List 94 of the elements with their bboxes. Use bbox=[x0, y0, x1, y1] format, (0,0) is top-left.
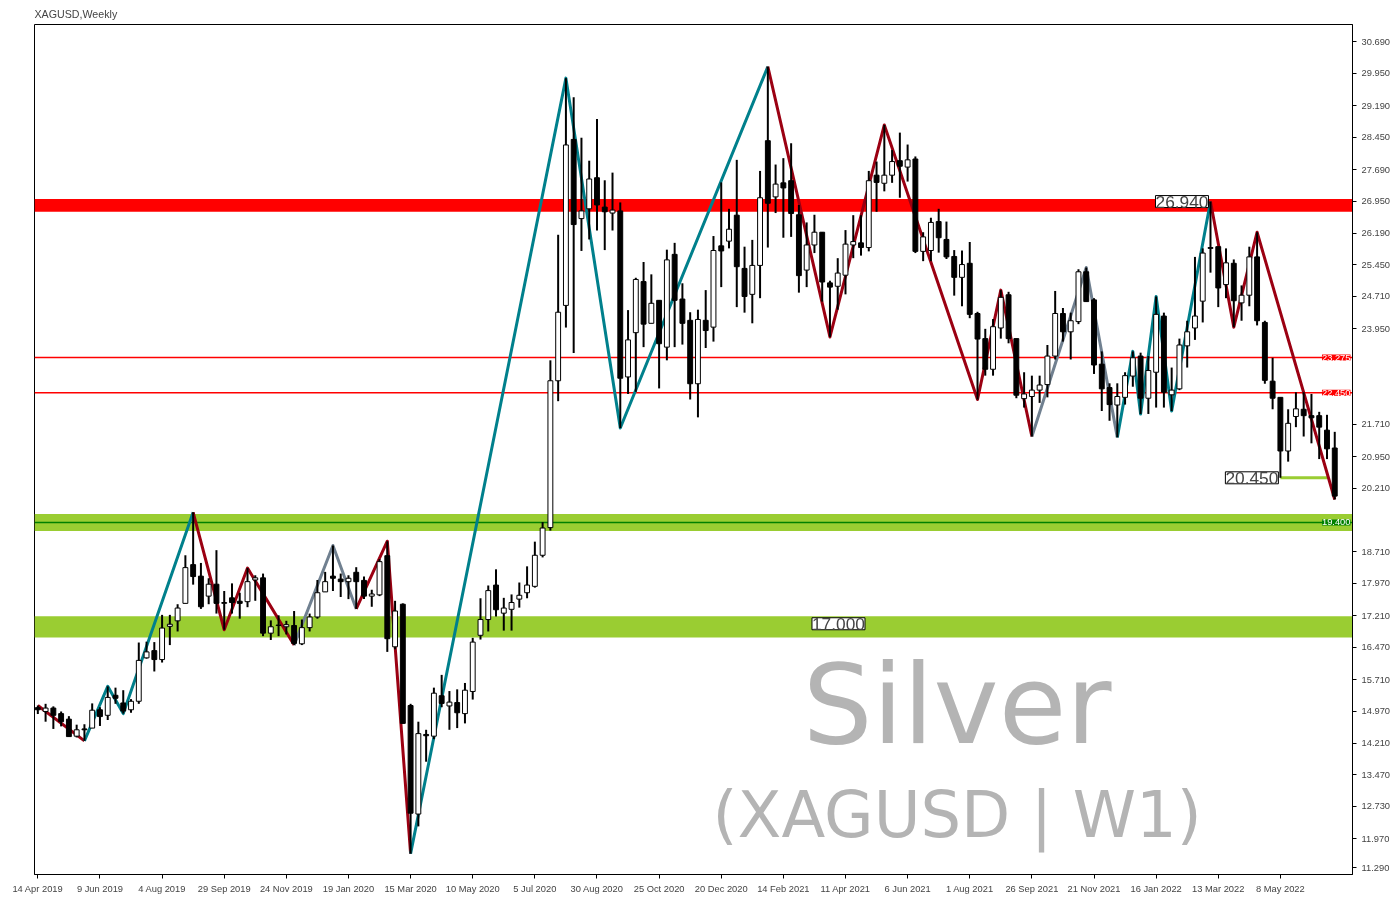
y-tick-label: 20.950 bbox=[1361, 451, 1391, 462]
x-tick-label: 30 Aug 2020 bbox=[570, 883, 623, 894]
y-tick-label: 25.450 bbox=[1361, 259, 1391, 270]
y-tick-label: 16.470 bbox=[1361, 642, 1391, 653]
candlestick bbox=[1129, 350, 1136, 388]
x-tick-label: 8 May 2022 bbox=[1256, 883, 1305, 894]
candlestick bbox=[190, 511, 197, 586]
candlestick bbox=[920, 231, 927, 263]
candlestick bbox=[827, 279, 833, 338]
x-tick-label: 13 Mar 2022 bbox=[1192, 883, 1245, 894]
y-tick-label: 11.290 bbox=[1361, 862, 1390, 873]
candlestick bbox=[298, 618, 305, 647]
y-tick-label: 24.710 bbox=[1361, 291, 1391, 302]
ref-line-label: 23.275 bbox=[1321, 352, 1351, 363]
candlestick bbox=[252, 574, 259, 602]
y-tick-label: 20.210 bbox=[1361, 483, 1391, 494]
x-tick-label: 6 Jun 2021 bbox=[884, 883, 931, 894]
candlestick bbox=[524, 565, 531, 600]
x-tick-label: 19 Jan 2020 bbox=[322, 883, 375, 894]
candlestick bbox=[858, 214, 864, 257]
annotation: 17.000 bbox=[811, 613, 865, 634]
x-tick-label: 21 Nov 2021 bbox=[1067, 883, 1121, 894]
y-tick-label: 17.210 bbox=[1361, 610, 1391, 621]
candlestick bbox=[889, 149, 896, 184]
candlestick bbox=[361, 575, 367, 601]
y-tick-label: 29.190 bbox=[1361, 100, 1391, 111]
x-tick-label: 29 Sep 2019 bbox=[197, 883, 251, 894]
x-tick-label: 9 Jun 2019 bbox=[76, 883, 124, 894]
candlestick bbox=[1122, 371, 1129, 406]
x-tick-label: 14 Feb 2021 bbox=[757, 883, 810, 894]
candlestick bbox=[1292, 391, 1299, 429]
x-tick-label: 11 Apr 2021 bbox=[820, 883, 871, 894]
candlestick bbox=[726, 207, 732, 250]
candlestick bbox=[267, 619, 274, 641]
y-tick-label: 30.690 bbox=[1361, 36, 1391, 47]
ref-line-label: 22.450 bbox=[1321, 387, 1351, 398]
candlestick bbox=[935, 207, 942, 254]
ref-line-label: 19.400 bbox=[1321, 517, 1351, 528]
candlestick bbox=[120, 689, 127, 715]
candlestick bbox=[1021, 371, 1028, 409]
y-tick-label: 14.970 bbox=[1361, 706, 1391, 717]
candlestick bbox=[89, 702, 96, 730]
y-tick-label: 23.950 bbox=[1361, 323, 1391, 334]
candlestick bbox=[959, 249, 965, 308]
y-tick-label: 27.690 bbox=[1361, 164, 1391, 175]
x-tick-label: 16 Jan 2022 bbox=[1130, 883, 1182, 894]
x-tick-label: 10 May 2020 bbox=[445, 883, 500, 894]
x-tick-label: 26 Sep 2021 bbox=[1005, 883, 1059, 894]
y-tick-label: 15.710 bbox=[1361, 674, 1391, 685]
x-tick-label: 4 Aug 2019 bbox=[138, 883, 186, 894]
x-tick-label: 20 Dec 2020 bbox=[694, 883, 748, 894]
y-tick-label: 29.950 bbox=[1361, 68, 1391, 79]
y-tick-label: 28.450 bbox=[1361, 132, 1391, 143]
candlestick bbox=[1168, 366, 1175, 412]
candlestick bbox=[423, 728, 430, 763]
candlestick bbox=[81, 723, 88, 742]
x-tick-label: 1 Aug 2021 bbox=[945, 883, 994, 894]
x-tick-label: 24 Nov 2019 bbox=[259, 883, 313, 894]
candlestick bbox=[896, 131, 903, 199]
candlestick bbox=[1223, 247, 1229, 300]
y-tick-label: 17.970 bbox=[1361, 578, 1391, 589]
y-tick-label: 13.470 bbox=[1361, 769, 1391, 780]
x-tick-label: 5 Jul 2020 bbox=[513, 883, 557, 894]
candlestick bbox=[229, 582, 235, 615]
x-tick-label: 25 Oct 2020 bbox=[633, 883, 685, 894]
y-tick-label: 18.710 bbox=[1361, 546, 1391, 557]
candlestick bbox=[291, 610, 298, 647]
candlestick bbox=[1300, 391, 1307, 438]
candlestick bbox=[1060, 306, 1066, 343]
annotation: 20.450 bbox=[1225, 467, 1279, 488]
candlestick bbox=[462, 681, 468, 725]
candlestick bbox=[1192, 255, 1198, 341]
candlestick bbox=[97, 706, 103, 727]
y-tick-label: 26.190 bbox=[1361, 228, 1391, 239]
chart-title: XAGUSD,Weekly bbox=[34, 7, 118, 20]
y-tick-label: 21.710 bbox=[1361, 419, 1391, 430]
y-tick-label: 12.730 bbox=[1361, 801, 1391, 812]
annotation: 26.940 bbox=[1155, 191, 1209, 212]
candlestick bbox=[322, 570, 329, 593]
candlestick bbox=[174, 603, 181, 633]
candlestick bbox=[330, 544, 336, 593]
x-tick-label: 15 Mar 2020 bbox=[384, 883, 437, 894]
annotation: Silver bbox=[802, 640, 1113, 769]
candlestick bbox=[1028, 374, 1035, 438]
x-tick-label: 14 Apr 2019 bbox=[12, 883, 63, 894]
y-tick-label: 11.970 bbox=[1361, 833, 1390, 844]
y-tick-label: 26.950 bbox=[1361, 196, 1391, 207]
annotation: (XAGUSD | W1) bbox=[712, 778, 1202, 853]
candlestick bbox=[166, 613, 173, 647]
candlestick bbox=[1036, 374, 1043, 404]
candlestick bbox=[1324, 413, 1330, 461]
candlestick bbox=[516, 581, 523, 609]
y-tick-label: 14.210 bbox=[1361, 738, 1391, 749]
candlestick bbox=[65, 715, 72, 738]
